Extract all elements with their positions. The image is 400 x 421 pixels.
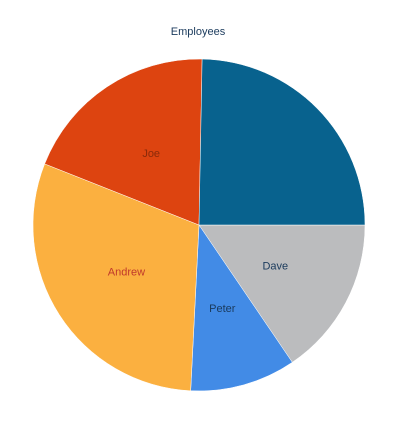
slice-label-peter: Peter [209,303,236,315]
slice-label-dave: Dave [262,260,288,272]
pie-slice-peter[interactable] [190,224,293,392]
slice-label-andrew: Andrew [108,267,145,279]
pie-slice-dave[interactable] [198,224,366,363]
pie-slices [32,58,366,392]
slice-label-joe: Joe [142,148,160,160]
pie-slice-unlabeled[interactable] [198,58,366,226]
chart-title: Employees [171,26,226,38]
pie-labels: Dave Peter Andrew Joe [108,148,288,315]
pie-slice-andrew[interactable] [32,163,200,392]
pie-slice-joe[interactable] [44,58,203,226]
